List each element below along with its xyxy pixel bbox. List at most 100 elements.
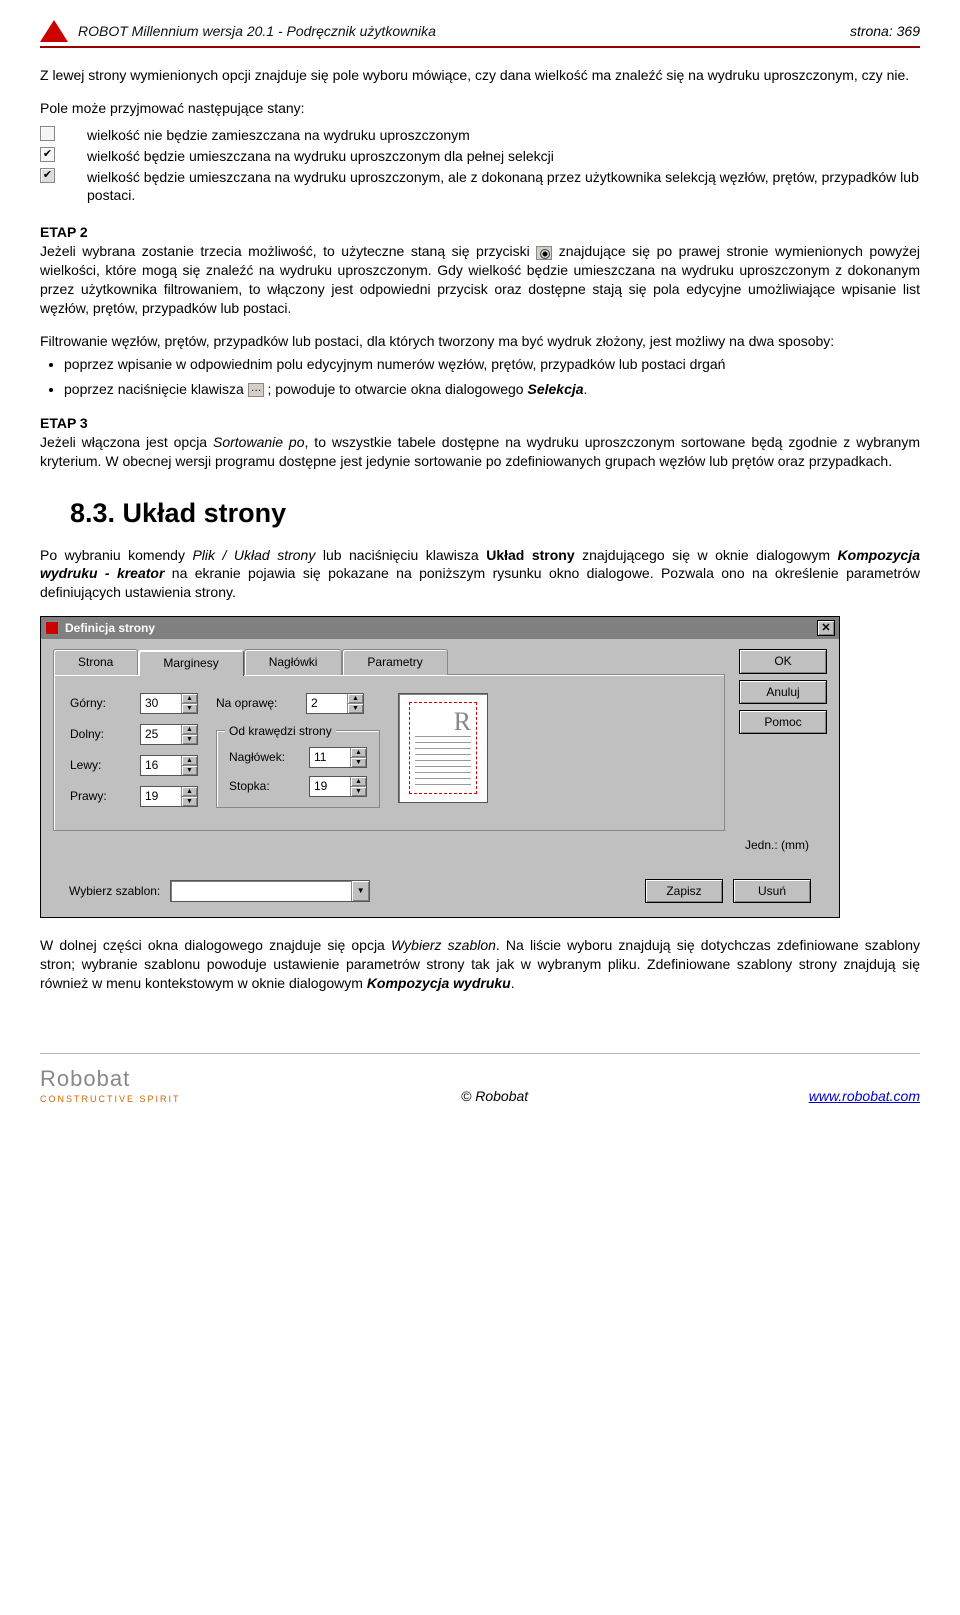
p83g: na ekranie pojawia się pokazane na poniż… [40,565,920,600]
down-arrow-icon[interactable]: ▼ [182,735,197,744]
etap2-b2a: poprzez naciśnięcie klawisza [64,381,248,397]
dialog-app-icon [45,621,59,635]
spin-lewy[interactable]: ▲▼ [140,755,198,776]
spin-gorny[interactable]: ▲▼ [140,693,198,714]
ok-button[interactable]: OK [739,649,827,673]
up-arrow-icon[interactable]: ▲ [351,777,366,787]
label-dolny: Dolny: [70,726,132,742]
up-arrow-icon[interactable]: ▲ [182,725,197,735]
radio-button-icon [536,246,552,260]
etap2-bullet-1: poprzez wpisanie w odpowiednim polu edyc… [64,355,920,374]
check-label-c: wielkość będzie umieszczana na wydruku u… [87,168,920,206]
row-oprawe: Na oprawę: ▲▼ [216,693,380,714]
input-gorny[interactable] [141,694,181,713]
etap2-section: ETAP 2 Jeżeli wybrana zostanie trzecia m… [40,223,920,398]
down-arrow-icon[interactable]: ▼ [182,704,197,713]
page-preview: R [398,693,488,803]
up-arrow-icon[interactable]: ▲ [348,694,363,704]
pa-a: W dolnej części okna dialogowego znajduj… [40,937,391,953]
label-prawy: Prawy: [70,788,132,804]
para-8-3: Po wybraniu komendy Plik / Układ strony … [40,546,920,603]
preview-r-icon: R [454,704,471,739]
dialog-title: Definicja strony [65,620,155,636]
row-lewy: Lewy: ▲▼ [70,755,198,776]
intro-para-1: Z lewej strony wymienionych opcji znajdu… [40,66,920,85]
intro-para-2: Pole może przyjmować następujące stany: [40,99,920,118]
margins-mid-col: Na oprawę: ▲▼ Od krawędzi strony Nagłówe… [216,693,380,808]
spin-stopka[interactable]: ▲▼ [309,776,367,797]
tab-marginesy[interactable]: Marginesy [138,650,243,675]
label-naglowek: Nagłówek: [229,749,301,765]
spin-prawy[interactable]: ▲▼ [140,786,198,807]
footer-logo: Robobat CONSTRUCTIVE SPIRIT [40,1064,181,1106]
label-wybierz-szablon: Wybierz szablon: [69,883,160,899]
zapisz-button[interactable]: Zapisz [645,879,723,903]
header-page: strona: 369 [850,22,920,41]
down-arrow-icon[interactable]: ▼ [348,704,363,713]
tab-naglowki[interactable]: Nagłówki [244,649,343,674]
ellipsis-button-icon [248,383,264,397]
etap2-b2d: . [584,381,588,397]
down-arrow-icon[interactable]: ▼ [182,797,197,806]
label-oprawe: Na oprawę: [216,695,298,711]
down-arrow-icon[interactable]: ▼ [351,787,366,796]
row-prawy: Prawy: ▲▼ [70,786,198,807]
up-arrow-icon[interactable]: ▲ [182,694,197,704]
input-prawy[interactable] [141,787,181,806]
row-dolny: Dolny: ▲▼ [70,724,198,745]
pomoc-button[interactable]: Pomoc [739,710,827,734]
close-icon[interactable]: ✕ [817,620,835,636]
row-gorny: Górny: ▲▼ [70,693,198,714]
label-stopka: Stopka: [229,778,301,794]
etap2-b2c: Selekcja [527,381,583,397]
input-stopka[interactable] [310,777,350,796]
chevron-down-icon[interactable]: ▼ [351,881,369,901]
input-naglowek[interactable] [310,748,350,767]
etap2-b2b: ; powoduje to otwarcie okna dialogowego [268,381,528,397]
spin-naglowek[interactable]: ▲▼ [309,747,367,768]
footer-url[interactable]: www.robobat.com [809,1087,920,1106]
pa-e: . [511,975,515,991]
check-row-unchecked: wielkość nie będzie zamieszczana na wydr… [40,126,920,145]
input-dolny[interactable] [141,725,181,744]
spin-dolny[interactable]: ▲▼ [140,724,198,745]
preview-lines [415,736,471,788]
tab-strona[interactable]: Strona [53,649,138,674]
checkbox-states-list: wielkość nie będzie zamieszczana na wydr… [40,126,920,206]
pa-b: Wybierz szablon [391,937,496,953]
tab-panel-marginesy: Górny: ▲▼ Dolny: ▲▼ [53,674,725,831]
up-arrow-icon[interactable]: ▲ [351,748,366,758]
p83e: znajdującego się w oknie dialogowym [575,547,838,563]
down-arrow-icon[interactable]: ▼ [351,758,366,767]
page-header: ROBOT Millennium wersja 20.1 - Podręczni… [40,20,920,48]
checkbox-checked-icon: ✔ [40,147,55,162]
up-arrow-icon[interactable]: ▲ [182,787,197,797]
logo-icon [40,20,68,42]
input-oprawe[interactable] [307,694,347,713]
p83c: lub naciśnięciu klawisza [315,547,486,563]
etap2-bullet-2: poprzez naciśnięcie klawisza ; powoduje … [64,380,920,399]
input-lewy[interactable] [141,756,181,775]
checkbox-unchecked-icon [40,126,55,141]
p83b: Plik / Układ strony [192,547,315,563]
anuluj-button[interactable]: Anuluj [739,680,827,704]
down-arrow-icon[interactable]: ▼ [182,766,197,775]
spin-oprawe[interactable]: ▲▼ [306,693,364,714]
etap3-para: Jeżeli włączona jest opcja Sortowanie po… [40,433,920,471]
up-arrow-icon[interactable]: ▲ [182,756,197,766]
label-gorny: Górny: [70,695,132,711]
footer-logo-name: Robobat [40,1064,181,1094]
p83d: Układ strony [486,547,574,563]
tab-parametry[interactable]: Parametry [342,649,447,674]
etap2-para1: Jeżeli wybrana zostanie trzecia możliwoś… [40,242,920,318]
section-heading-8-3: 8.3. Układ strony [70,495,920,531]
label-lewy: Lewy: [70,757,132,773]
dialog-titlebar[interactable]: Definicja strony ✕ [41,617,839,639]
check-label-b: wielkość będzie umieszczana na wydruku u… [87,147,554,166]
template-combo[interactable]: ▼ [170,880,370,902]
etap2-para2: Filtrowanie węzłów, prętów, przypadków l… [40,332,920,351]
usun-button[interactable]: Usuń [733,879,811,903]
etap3-opt: Sortowanie po [213,434,305,450]
checkbox-tristate-icon: ✔ [40,168,55,183]
p83a: Po wybraniu komendy [40,547,192,563]
